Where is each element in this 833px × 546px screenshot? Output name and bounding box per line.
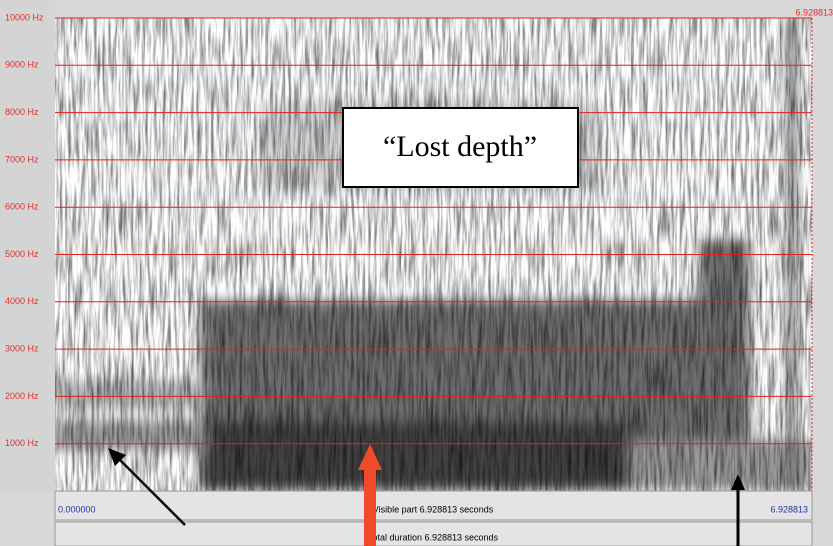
y-tick-label: 8000 Hz — [5, 107, 39, 117]
y-tick-label: 4000 Hz — [5, 296, 39, 306]
arrows — [108, 444, 745, 546]
visible-bar[interactable] — [54, 490, 813, 521]
y-tick-label: 1000 Hz — [5, 438, 39, 448]
y-tick-label: 6000 Hz — [5, 202, 39, 212]
y-tick-label: 9000 Hz — [5, 60, 39, 70]
y-tick-label: 10000 Hz — [5, 12, 44, 22]
axis-panel — [0, 0, 55, 491]
y-tick-label: 7000 Hz — [5, 154, 39, 164]
y-tick-label: 2000 Hz — [5, 391, 39, 401]
visible-end: 6.928813 — [770, 504, 808, 514]
y-tick-label: 5000 Hz — [5, 249, 39, 259]
visible-start: 0.000000 — [58, 504, 96, 514]
annotation-box — [342, 107, 579, 188]
total-bar[interactable] — [54, 521, 813, 546]
total-label: Total duration 6.928813 seconds — [368, 532, 499, 542]
y-tick-label: 3000 Hz — [5, 343, 39, 353]
annotation: “Lost depth” — [383, 130, 537, 163]
cursor-time: 6.928813 — [795, 7, 833, 17]
visible-label: Visible part 6.928813 seconds — [373, 504, 494, 514]
